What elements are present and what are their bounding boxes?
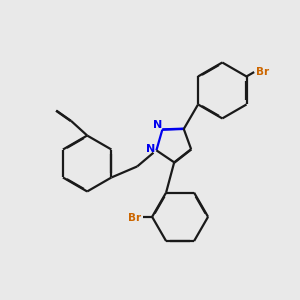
Text: N: N: [146, 144, 156, 154]
Text: N: N: [153, 120, 163, 130]
Text: Br: Br: [128, 213, 142, 223]
Text: Br: Br: [256, 67, 269, 77]
